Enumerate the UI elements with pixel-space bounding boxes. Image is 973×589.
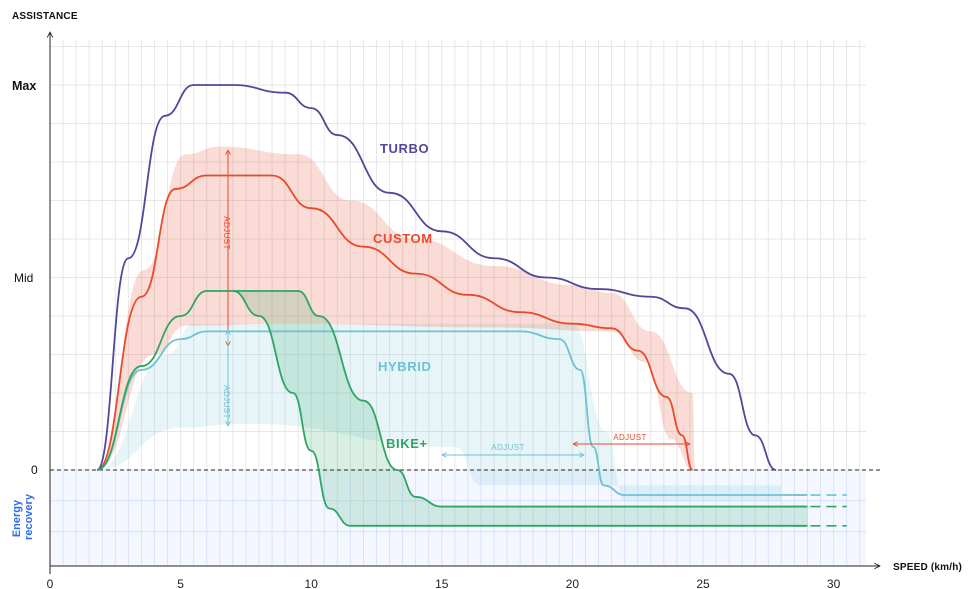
x-tick-label: 0 [47, 577, 54, 589]
x-tick-label: 25 [696, 577, 710, 589]
y-axis-title: ASSISTANCE [12, 11, 78, 22]
custom-adjust-band [97, 146, 696, 470]
x-tick-label: 30 [827, 577, 841, 589]
energy-recovery-line1: Energy [11, 499, 23, 537]
energy-recovery-background [50, 471, 866, 566]
series-label-turbo: TURBO [380, 141, 429, 156]
series-line-custom [96, 174, 694, 471]
adjust-label-hybrid-vertical: ADJUST [222, 385, 231, 419]
adjust-label-custom-horizontal: ADJUST [613, 433, 647, 442]
x-tick-label: 10 [305, 577, 319, 589]
y-tick-max: Max [12, 79, 36, 93]
x-tick-label: 20 [566, 577, 580, 589]
x-axis-title: SPEED (km/h) [893, 562, 962, 573]
x-tick-label: 5 [177, 577, 184, 589]
y-tick-mid: Mid [14, 271, 33, 285]
series-label-custom: CUSTOM [373, 231, 433, 246]
series-line-bike-lower [232, 290, 808, 527]
series-line-hybrid [96, 330, 808, 496]
series-label-bike: BIKE+ [386, 436, 428, 451]
series-line-bike [96, 290, 808, 508]
adjust-label-hybrid-horizontal: ADJUST [491, 443, 525, 452]
energy-recovery-line2: recovery [23, 493, 35, 540]
x-tick-label: 15 [435, 577, 449, 589]
adjust-bands [97, 146, 847, 527]
energy-recovery-region [49, 471, 866, 566]
series-lines [96, 84, 808, 527]
bike-adjust-band [206, 290, 808, 526]
hybrid-adjust-band [97, 323, 782, 501]
adjust-label-custom-vertical: ADJUST [222, 216, 231, 250]
x-ticks: 0 5 10 15 20 25 30 [47, 577, 841, 589]
series-line-turbo [96, 84, 777, 471]
series-label-hybrid: HYBRID [378, 359, 431, 374]
energy-recovery-label: Energy recovery [11, 493, 35, 540]
y-tick-zero: 0 [31, 463, 38, 477]
